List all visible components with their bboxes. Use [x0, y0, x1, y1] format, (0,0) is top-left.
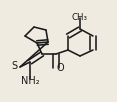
Text: O: O — [57, 63, 64, 73]
Text: CH₃: CH₃ — [72, 13, 88, 23]
Text: S: S — [11, 62, 17, 72]
Text: NH₂: NH₂ — [21, 76, 39, 86]
